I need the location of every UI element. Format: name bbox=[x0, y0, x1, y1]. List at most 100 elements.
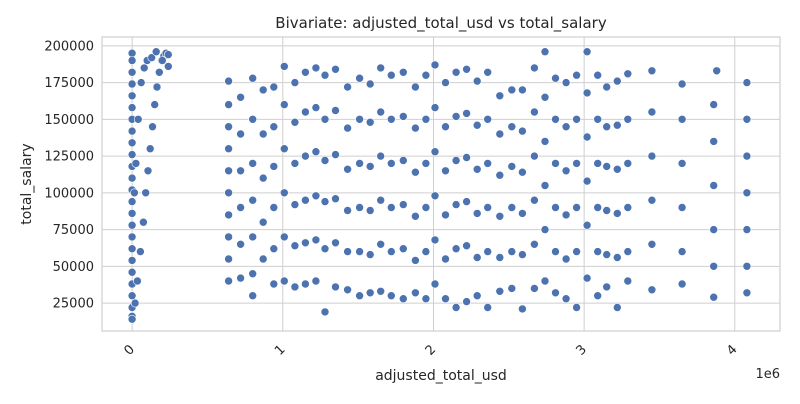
data-point bbox=[551, 247, 560, 256]
data-point bbox=[495, 129, 505, 139]
data-point bbox=[398, 200, 408, 209]
data-point bbox=[411, 288, 420, 298]
data-point bbox=[551, 203, 560, 212]
data-point bbox=[462, 153, 471, 162]
data-point bbox=[742, 151, 752, 161]
data-point bbox=[411, 123, 420, 133]
data-point bbox=[507, 284, 517, 293]
x-tick-label: 2 bbox=[423, 342, 439, 358]
data-point bbox=[483, 68, 493, 77]
data-point bbox=[269, 203, 279, 212]
data-point bbox=[451, 244, 461, 253]
data-point bbox=[582, 47, 592, 57]
data-point bbox=[279, 62, 289, 71]
data-point bbox=[331, 194, 340, 203]
data-point bbox=[133, 276, 142, 286]
data-point bbox=[540, 137, 550, 146]
data-point bbox=[248, 269, 257, 279]
data-point bbox=[320, 115, 330, 124]
data-point bbox=[127, 232, 137, 242]
data-point bbox=[483, 159, 493, 168]
data-point bbox=[127, 256, 137, 265]
data-point bbox=[143, 166, 153, 176]
data-point bbox=[530, 63, 539, 73]
y-tick-label: 75000 bbox=[53, 223, 94, 238]
data-point bbox=[136, 247, 145, 256]
data-point bbox=[647, 151, 657, 161]
data-point bbox=[623, 203, 633, 212]
x-tick-label: 3 bbox=[573, 342, 589, 358]
data-point bbox=[582, 132, 592, 142]
data-point bbox=[430, 235, 440, 245]
tick-labels: 25000 50000 75000 100000 125000 150000 175000 2… bbox=[44, 39, 740, 358]
data-point bbox=[572, 70, 581, 80]
x-tick-label: 0 bbox=[121, 342, 137, 358]
data-point bbox=[507, 247, 517, 256]
data-point bbox=[130, 298, 140, 308]
data-point bbox=[331, 65, 340, 74]
data-point bbox=[612, 303, 622, 312]
data-point bbox=[343, 285, 352, 295]
data-point bbox=[612, 76, 622, 86]
data-point bbox=[411, 82, 420, 92]
data-point bbox=[311, 63, 321, 73]
data-point bbox=[709, 181, 719, 190]
data-point bbox=[127, 244, 137, 253]
data-point bbox=[551, 159, 560, 168]
data-point bbox=[355, 115, 364, 124]
data-point bbox=[139, 217, 148, 227]
data-point bbox=[290, 282, 300, 292]
data-point bbox=[343, 123, 352, 133]
data-point bbox=[540, 225, 550, 234]
data-point bbox=[164, 62, 173, 71]
data-point bbox=[507, 203, 517, 212]
data-point bbox=[331, 106, 340, 115]
data-point bbox=[462, 197, 471, 206]
data-point bbox=[355, 159, 364, 168]
data-point bbox=[386, 159, 396, 168]
data-point bbox=[311, 147, 321, 156]
data-point bbox=[612, 120, 622, 130]
y-tick-label: 175000 bbox=[44, 76, 94, 91]
y-tick-label: 125000 bbox=[44, 150, 94, 165]
data-point bbox=[709, 137, 719, 146]
data-point bbox=[311, 103, 321, 112]
data-point bbox=[355, 291, 364, 301]
data-point bbox=[540, 93, 550, 102]
data-point bbox=[343, 247, 352, 256]
data-point bbox=[224, 232, 233, 242]
data-point bbox=[507, 85, 517, 95]
data-point bbox=[421, 115, 431, 124]
data-point bbox=[582, 88, 592, 98]
data-point bbox=[647, 195, 657, 205]
data-point bbox=[507, 122, 517, 131]
data-point bbox=[136, 78, 146, 87]
data-point bbox=[320, 197, 330, 206]
data-point bbox=[518, 85, 527, 95]
data-point bbox=[602, 206, 612, 215]
data-point bbox=[518, 304, 527, 314]
data-point bbox=[495, 253, 505, 262]
data-point bbox=[224, 254, 233, 264]
data-point bbox=[612, 209, 622, 218]
data-point bbox=[290, 159, 300, 168]
data-point bbox=[421, 70, 431, 80]
data-point bbox=[320, 244, 330, 253]
data-point bbox=[301, 151, 310, 161]
data-point bbox=[269, 122, 279, 131]
data-point bbox=[742, 261, 752, 271]
data-point bbox=[290, 78, 300, 87]
data-point bbox=[709, 292, 719, 302]
data-point bbox=[495, 212, 505, 221]
data-point bbox=[561, 210, 571, 220]
data-point bbox=[133, 115, 143, 124]
data-point bbox=[236, 93, 245, 102]
data-point bbox=[127, 68, 137, 77]
data-point bbox=[127, 56, 137, 65]
data-point bbox=[269, 162, 279, 171]
data-point bbox=[301, 68, 310, 77]
data-point bbox=[593, 291, 603, 301]
data-point bbox=[421, 294, 431, 304]
data-point bbox=[451, 200, 461, 209]
data-point bbox=[279, 232, 289, 242]
